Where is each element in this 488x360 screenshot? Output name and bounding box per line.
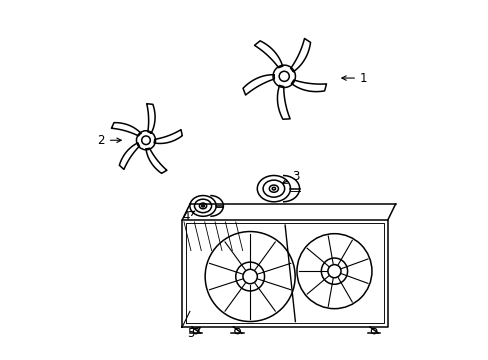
Text: 5: 5 xyxy=(187,327,200,340)
Text: 3: 3 xyxy=(282,170,299,183)
Text: 4: 4 xyxy=(182,210,194,223)
Text: 1: 1 xyxy=(341,72,366,85)
Text: 2: 2 xyxy=(97,134,121,147)
